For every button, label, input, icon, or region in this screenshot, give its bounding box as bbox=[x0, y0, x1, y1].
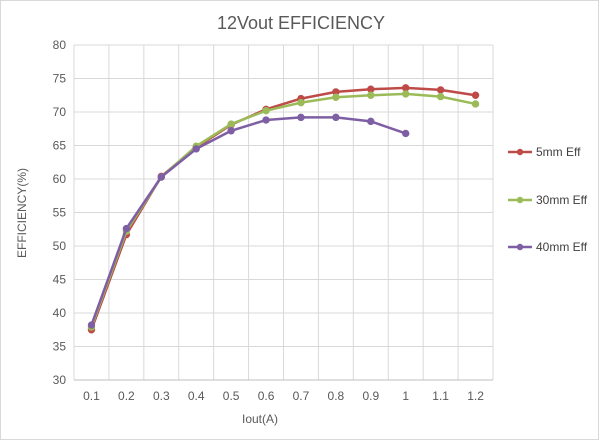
x-tick-label: 1 bbox=[402, 389, 409, 403]
y-tick-label: 70 bbox=[53, 105, 67, 119]
legend: 5mm Eff 30mm Eff 40mm Eff bbox=[508, 145, 588, 254]
data-point bbox=[402, 90, 410, 98]
data-point bbox=[297, 113, 305, 122]
x-tick-label: 0.3 bbox=[153, 389, 170, 403]
data-point bbox=[157, 173, 165, 181]
data-point bbox=[367, 117, 375, 126]
series-line-3 bbox=[90, 116, 407, 327]
gridlines bbox=[73, 44, 494, 380]
x-tick-label: 1.2 bbox=[467, 389, 484, 403]
y-tick-label: 40 bbox=[53, 306, 67, 320]
y-tick-label: 55 bbox=[53, 206, 67, 220]
data-point bbox=[262, 106, 270, 115]
x-tick-label: 0.9 bbox=[362, 389, 379, 403]
x-tick-label: 0.4 bbox=[188, 389, 205, 403]
legend-marker bbox=[516, 243, 524, 251]
x-tick-label: 0.8 bbox=[328, 389, 345, 403]
x-tick-label: 0.5 bbox=[223, 389, 240, 403]
x-tick-label: 0.1 bbox=[83, 389, 100, 403]
legend-marker bbox=[516, 148, 524, 156]
axes: 30 35 40 45 50 55 60 65 70 75 80 0.1 0.2 0.3 0.4 0.5 0.6… bbox=[53, 38, 493, 403]
y-tick-label: 60 bbox=[53, 172, 67, 186]
data-point bbox=[227, 120, 235, 128]
y-tick-label: 30 bbox=[53, 373, 67, 387]
data-point bbox=[436, 86, 445, 94]
data-point bbox=[402, 129, 410, 138]
series-lines bbox=[87, 84, 480, 334]
y-tick-label: 65 bbox=[53, 139, 67, 153]
y-tick-label: 35 bbox=[53, 340, 67, 354]
y-tick-label: 45 bbox=[53, 273, 67, 287]
legend-label: 40mm Eff bbox=[536, 240, 588, 254]
y-axis-label: EFFICIENCY(%) bbox=[15, 168, 29, 258]
data-point bbox=[192, 145, 200, 153]
chart-title: 12Vout EFFICIENCY bbox=[217, 13, 385, 33]
data-point bbox=[122, 224, 131, 233]
x-axis-label: Iout(A) bbox=[242, 412, 278, 426]
data-point bbox=[367, 91, 375, 99]
y-tick-label: 75 bbox=[53, 72, 67, 86]
data-point bbox=[471, 100, 480, 108]
data-point bbox=[436, 92, 445, 101]
data-point bbox=[297, 98, 305, 107]
x-tick-label: 0.7 bbox=[293, 389, 310, 403]
y-tick-label: 50 bbox=[53, 239, 67, 253]
data-point bbox=[471, 91, 480, 99]
legend-label: 30mm Eff bbox=[536, 193, 588, 207]
x-tick-label: 1.1 bbox=[432, 389, 449, 403]
data-point bbox=[332, 113, 340, 122]
data-point bbox=[402, 84, 410, 92]
y-tick-label: 80 bbox=[53, 38, 67, 52]
data-point bbox=[367, 85, 375, 93]
data-point bbox=[332, 93, 340, 101]
legend-marker bbox=[516, 196, 524, 204]
data-point bbox=[227, 127, 235, 135]
legend-label: 5mm Eff bbox=[536, 145, 581, 159]
x-tick-label: 0.2 bbox=[118, 389, 135, 403]
data-point bbox=[262, 116, 270, 124]
data-point bbox=[87, 321, 96, 329]
x-tick-label: 0.6 bbox=[258, 389, 275, 403]
